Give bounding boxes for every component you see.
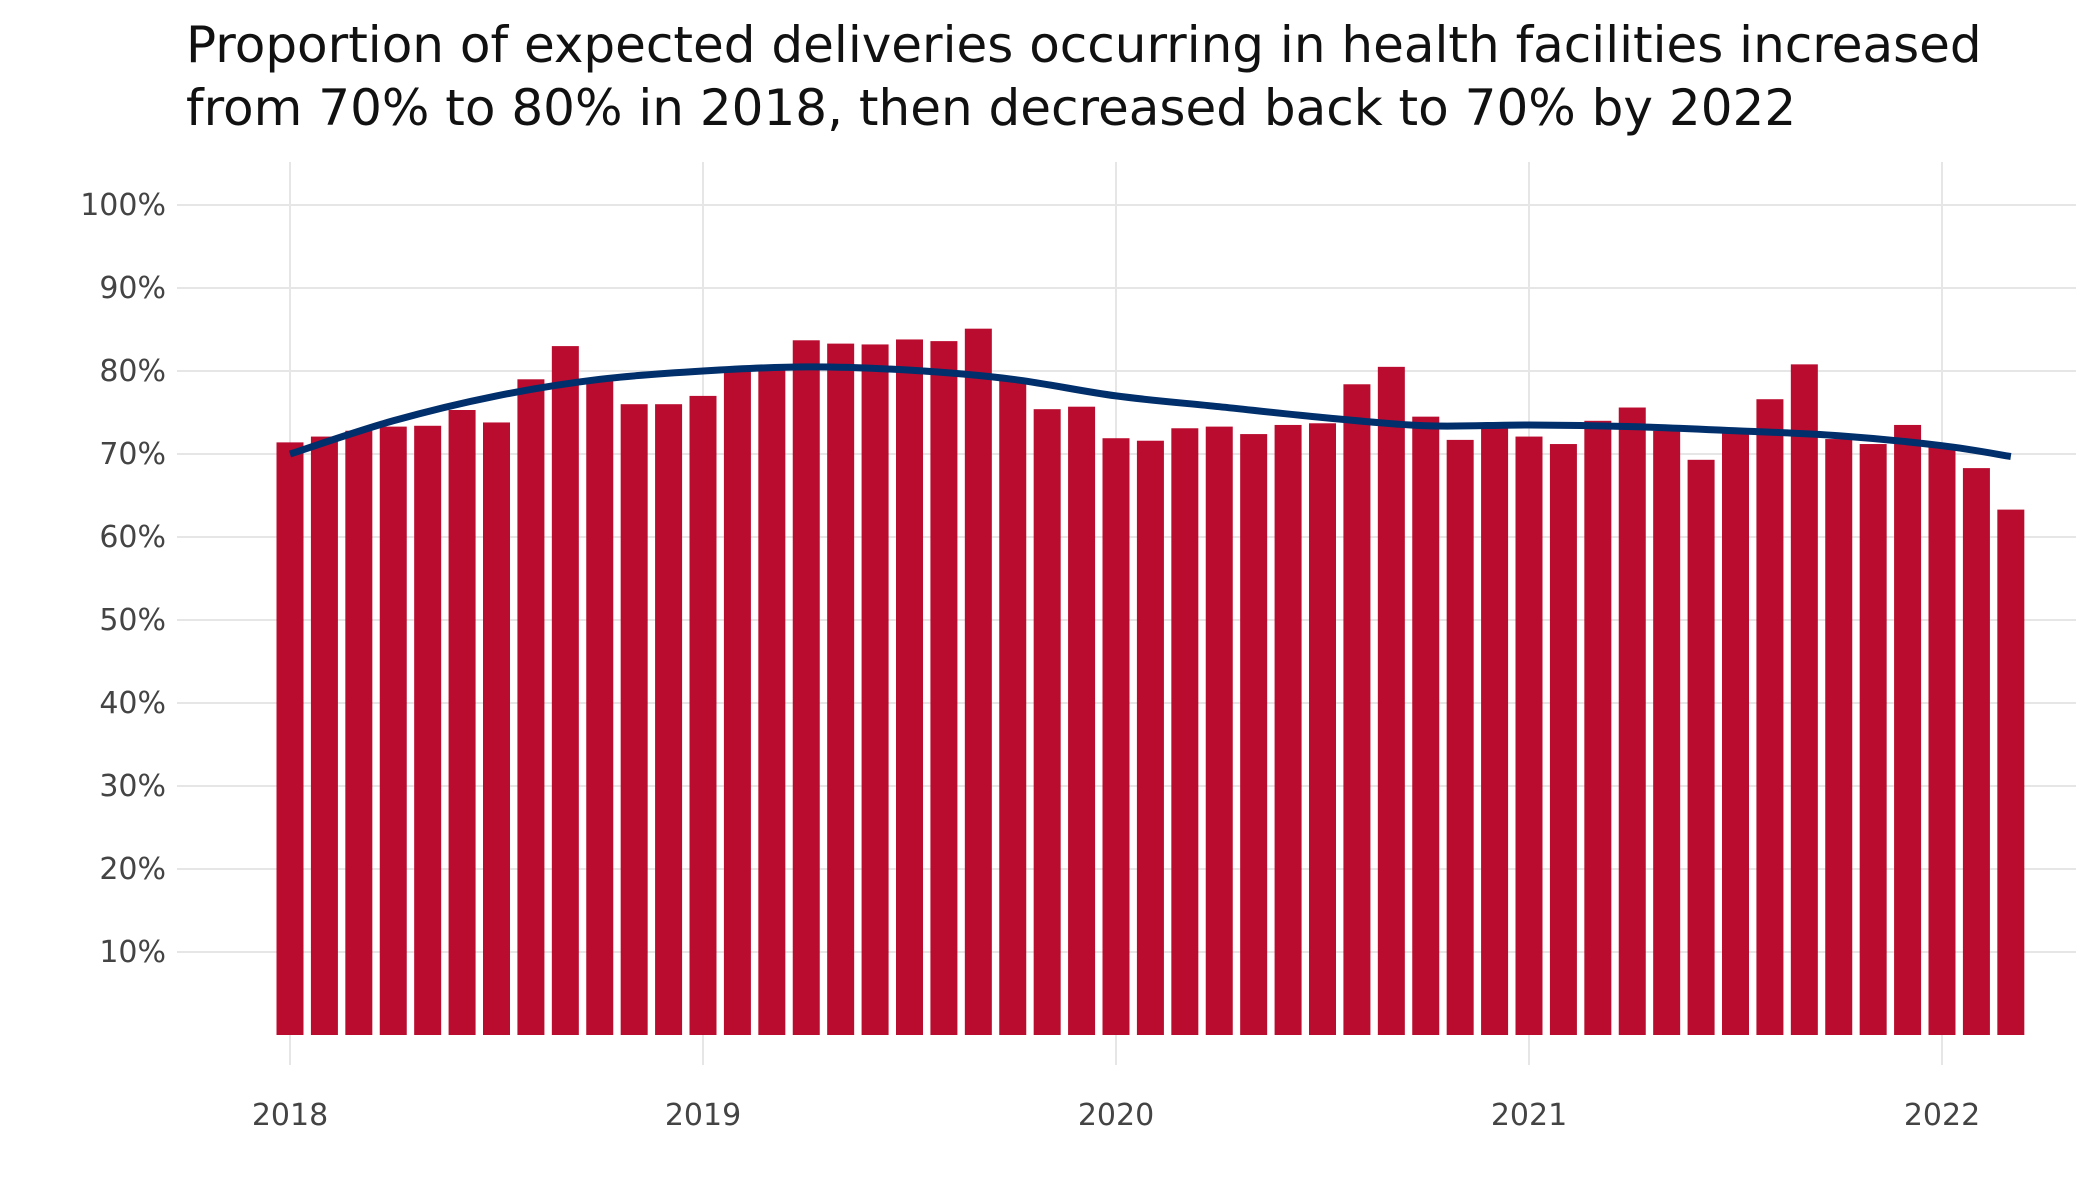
trend-line-series	[288, 363, 2012, 460]
x-tick-label: 2020	[1078, 1098, 1154, 1133]
bar	[1240, 434, 1268, 1036]
bar	[1549, 444, 1577, 1035]
x-tick-label: 2018	[252, 1098, 328, 1133]
bar	[517, 379, 545, 1035]
bar	[1825, 439, 1853, 1035]
bar	[723, 371, 751, 1035]
bar	[1756, 399, 1784, 1036]
bar	[861, 344, 889, 1035]
bar	[1859, 444, 1887, 1035]
bar	[483, 422, 510, 1036]
bar	[1205, 426, 1233, 1035]
bar	[1033, 409, 1061, 1035]
chart-title-line-1: Proportion of expected deliveries occurr…	[186, 16, 1982, 74]
bar	[964, 328, 992, 1035]
y-tick-label: 50%	[99, 603, 166, 638]
y-tick-label: 80%	[99, 354, 166, 389]
bar	[758, 369, 786, 1036]
chart-title: Proportion of expected deliveries occurr…	[186, 14, 2066, 140]
y-tick-label: 70%	[99, 437, 166, 472]
bar	[1068, 406, 1096, 1035]
y-tick-label: 20%	[99, 852, 166, 887]
bar	[999, 380, 1027, 1036]
y-tick-label: 10%	[99, 935, 166, 970]
bar	[1687, 459, 1715, 1035]
y-tick-label: 100%	[80, 188, 166, 223]
bar	[1618, 407, 1646, 1035]
bar	[1962, 468, 1990, 1035]
bar	[379, 426, 407, 1035]
bar	[1653, 430, 1681, 1035]
trend-line	[288, 363, 2012, 460]
x-tick-label: 2019	[665, 1098, 741, 1133]
bar	[1171, 428, 1199, 1035]
y-axis-ticks: 10% 20% 30% 40% 50% 60% 70% 80% 90% 100%	[80, 188, 166, 970]
bar	[896, 339, 923, 1036]
bar	[1722, 432, 1749, 1035]
bar	[1274, 424, 1302, 1035]
bar-series	[276, 328, 2025, 1036]
bar	[276, 442, 304, 1035]
y-tick-label: 60%	[99, 520, 166, 555]
bar	[1515, 436, 1543, 1035]
bar	[1446, 439, 1474, 1035]
bar	[689, 395, 717, 1035]
y-tick-label: 40%	[99, 686, 166, 721]
bar	[1997, 509, 2025, 1035]
bar	[792, 340, 820, 1035]
x-tick-label: 2022	[1904, 1098, 1980, 1133]
bar	[1584, 420, 1612, 1035]
bar	[1377, 366, 1405, 1036]
bar	[1309, 423, 1336, 1035]
bar	[414, 425, 442, 1035]
bar	[1894, 424, 1922, 1035]
bar	[1790, 364, 1818, 1035]
y-tick-label: 90%	[99, 271, 166, 306]
bar	[1136, 440, 1164, 1036]
bar	[345, 430, 373, 1035]
bar	[310, 436, 338, 1035]
bar	[551, 346, 579, 1036]
bar	[930, 341, 958, 1035]
bar	[586, 380, 614, 1036]
bar	[1481, 424, 1509, 1035]
bar	[827, 343, 855, 1035]
chart-title-line-2: from 70% to 80% in 2018, then decreased …	[186, 79, 1797, 137]
bar	[620, 404, 648, 1035]
y-tick-label: 30%	[99, 769, 166, 804]
bar	[1102, 438, 1130, 1036]
x-tick-label: 2021	[1491, 1098, 1567, 1133]
bar	[1928, 447, 1956, 1035]
bar	[1412, 416, 1440, 1035]
bar	[448, 410, 476, 1035]
bar	[655, 404, 683, 1035]
x-axis-ticks: 2018 2019 2020 2021 2022	[252, 1098, 1980, 1133]
bar	[1343, 384, 1371, 1035]
